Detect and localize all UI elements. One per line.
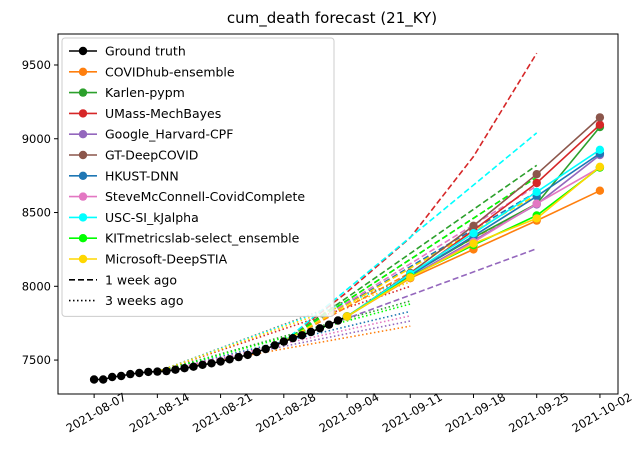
legend-item-covidhub-ensemble-label: COVIDhub-ensemble <box>105 64 235 79</box>
ground-truth-point <box>306 327 316 337</box>
forecast-point-usc-si-kjalpha <box>469 229 478 238</box>
legend-item-microsoft-deepstia-label: Microsoft-DeepSTIA <box>105 252 228 267</box>
forecast-point-usc-si-kjalpha <box>532 187 541 197</box>
y-tick-label: 8500 <box>22 206 51 220</box>
legend-item-usc-si-kjalpha-marker <box>78 213 88 222</box>
legend-item-google-harvard-cpf-label: Google_Harvard-CPF <box>105 127 233 142</box>
legend-item-1-week-ago-label: 1 week ago <box>105 272 177 287</box>
forecast-point-gt-deepcovid <box>469 221 478 230</box>
forecast-point-covidhub-ensemble <box>595 186 605 195</box>
ground-truth-point <box>225 355 234 364</box>
legend-item-gt-deepcovid-label: GT-DeepCOVID <box>105 148 198 163</box>
ground-truth-point <box>288 334 297 343</box>
ground-truth-point <box>324 320 334 329</box>
legend-item-ground-truth-label: Ground truth <box>105 44 186 59</box>
ground-truth-point <box>189 362 198 371</box>
forecast-point-gt-deepcovid <box>532 170 541 179</box>
legend-item-stevemcconnell-covidcomplete-label: SteveMcConnell-CovidComplete <box>105 189 305 204</box>
legend: Ground truth COVIDhub-ensemble Karlen-pypm… <box>61 37 335 317</box>
ground-truth-point <box>333 316 343 325</box>
ground-truth-point <box>126 369 135 379</box>
ground-truth-point <box>153 367 162 376</box>
forecast-point-usc-si-kjalpha <box>595 145 605 154</box>
legend-item-hkust-dnn-label: HKUST-DNN <box>105 168 179 183</box>
forecast-point-microsoft-deepstia <box>532 214 541 223</box>
legend-item-ground-truth-marker <box>78 46 88 56</box>
ground-truth-point <box>261 344 270 354</box>
legend-item-gt-deepcovid-marker <box>78 150 88 160</box>
ground-truth-point <box>243 350 252 360</box>
y-tick-label: 8000 <box>22 279 51 293</box>
y-axis: 7500 8000 8500 9000 9500 <box>22 58 58 367</box>
legend-item-covidhub-ensemble-marker <box>78 67 88 77</box>
legend-item-kitmetricslab-select-ensemble-marker <box>78 234 88 243</box>
ground-truth-point <box>207 359 216 368</box>
three-weeks-ago-line-hkust-dnn <box>157 310 411 373</box>
forecast-point-stevemcconnell-covidcomplete <box>532 199 541 208</box>
ground-truth-point <box>99 375 108 384</box>
ground-truth-point <box>117 371 126 381</box>
legend-item-google-harvard-cpf-marker <box>78 130 88 139</box>
ground-truth-point <box>279 337 288 346</box>
legend-item-stevemcconnell-covidcomplete-marker <box>78 192 88 201</box>
ground-truth-point <box>315 324 325 333</box>
legend-item-microsoft-deepstia-marker <box>78 254 88 264</box>
legend-item-karlen-pypm-label: Karlen-pypm <box>105 85 185 100</box>
ground-truth-point <box>89 375 99 384</box>
legend-item-karlen-pypm-marker <box>78 88 88 97</box>
legend-item-umass-mechbayes-label: UMass-MechBayes <box>105 106 221 121</box>
forecast-point-microsoft-deepstia <box>406 273 415 282</box>
legend-box <box>61 37 335 317</box>
ground-truth-point <box>171 365 180 374</box>
ground-truth-point <box>270 341 279 350</box>
ground-truth-point <box>180 364 189 373</box>
chart-title: cum_death forecast (21_KY) <box>227 9 437 28</box>
forecast-point-umass-mechbayes <box>532 178 541 188</box>
ground-truth-point <box>234 352 243 362</box>
y-tick-label: 9500 <box>22 58 51 72</box>
ground-truth-point <box>162 366 171 376</box>
forecast-point-gt-deepcovid <box>595 113 605 122</box>
legend-item-umass-mechbayes-marker <box>78 109 88 118</box>
three-weeks-ago-line-google-harvard-cpf <box>157 320 411 373</box>
three-weeks-ago-line-covidhub-ensemble <box>157 325 411 373</box>
y-tick-label: 7500 <box>22 353 51 367</box>
legend-item-3-weeks-ago-label: 3 weeks ago <box>105 293 184 308</box>
three-weeks-ago-line-microsoft-deepstia <box>157 281 411 373</box>
one-week-ago-line-karlen-pypm <box>283 164 538 343</box>
ground-truth-point <box>135 368 144 378</box>
y-tick-label: 9000 <box>22 132 51 146</box>
forecast-point-umass-mechbayes <box>595 120 605 129</box>
legend-item-kitmetricslab-select-ensemble-label: KITmetricslab-select_ensemble <box>105 231 300 246</box>
legend-item-usc-si-kjalpha-label: USC-SI_kJalpha <box>105 210 199 225</box>
forecast-point-microsoft-deepstia <box>469 239 478 248</box>
ground-truth-point <box>198 360 207 369</box>
forecast-point-microsoft-deepstia <box>595 162 605 171</box>
ground-truth-point <box>144 367 153 377</box>
ground-truth-point <box>108 372 117 382</box>
legend-item-hkust-dnn-marker <box>78 171 88 180</box>
ground-truth-point <box>252 347 261 357</box>
forecast-point-microsoft-deepstia <box>342 312 352 321</box>
ground-truth-point <box>297 331 307 340</box>
ground-truth-point <box>216 357 225 366</box>
axes-frame <box>57 33 619 395</box>
